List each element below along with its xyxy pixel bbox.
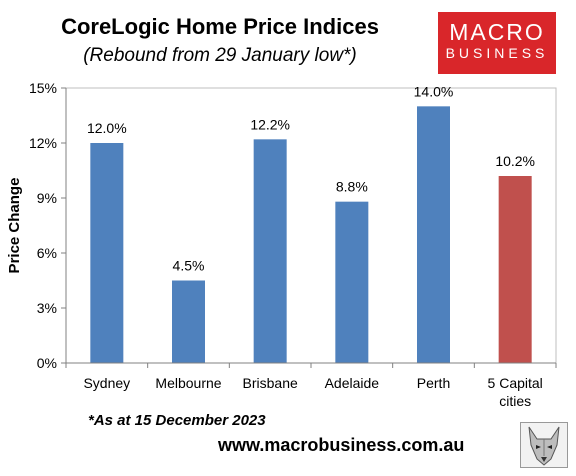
bar: [253, 139, 287, 363]
bar: [335, 201, 369, 363]
x-tick-label: Brisbane: [243, 375, 298, 391]
data-label: 4.5%: [173, 258, 205, 274]
data-label: 12.0%: [87, 120, 127, 136]
x-tick-label: cities: [499, 393, 531, 409]
y-tick-label: 15%: [29, 80, 57, 96]
logo-line-1: MACRO: [449, 19, 545, 45]
data-label: 14.0%: [414, 83, 454, 99]
x-tick-label: Melbourne: [155, 375, 221, 391]
logo-line-2: BUSINESS: [445, 45, 549, 61]
data-label: 8.8%: [336, 179, 368, 195]
x-tick-label: Perth: [417, 375, 450, 391]
y-tick-label: 6%: [37, 245, 57, 261]
footnote: *As at 15 December 2023: [88, 412, 266, 429]
bar: [172, 280, 205, 363]
x-tick-label: Sydney: [83, 375, 130, 391]
y-axis-label: Price Change: [6, 178, 23, 274]
data-label: 10.2%: [495, 153, 535, 169]
bar: [498, 176, 532, 363]
plot-area: [65, 87, 557, 364]
bar: [90, 143, 124, 363]
y-tick-label: 12%: [29, 135, 57, 151]
data-label: 12.2%: [250, 116, 290, 132]
y-tick-label: 3%: [37, 300, 57, 316]
bar: [417, 106, 450, 363]
y-tick-label: 0%: [37, 355, 57, 371]
x-tick-label: Adelaide: [325, 375, 380, 391]
y-tick-label: 9%: [37, 190, 57, 206]
chart-title: CoreLogic Home Price Indices: [61, 14, 379, 39]
chart-subtitle: (Rebound from 29 January low*): [83, 45, 357, 66]
macrobusiness-logo: MACRO BUSINESS: [438, 12, 556, 74]
x-tick-label: 5 Capital: [488, 375, 543, 391]
website-url: www.macrobusiness.com.au: [218, 435, 465, 455]
wolf-icon: [520, 422, 568, 468]
